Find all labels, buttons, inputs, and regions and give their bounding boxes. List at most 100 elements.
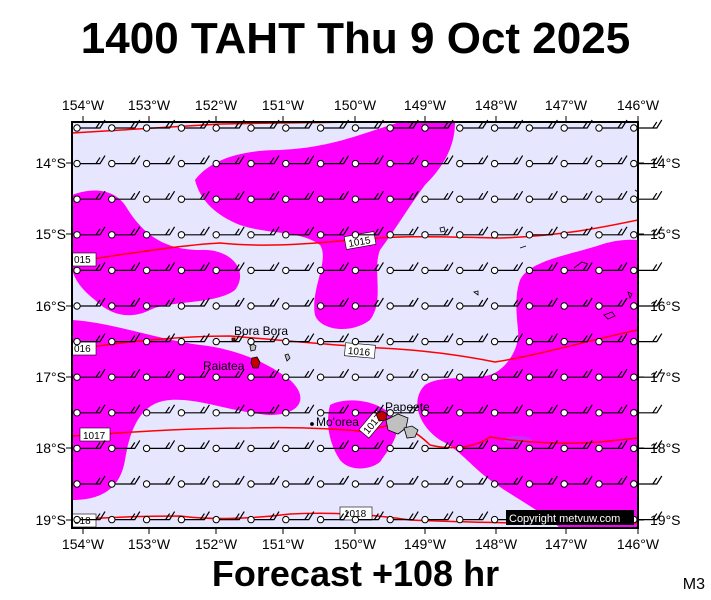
model-label: M3 xyxy=(682,576,705,593)
longitude-labels-top: 154°W 153°W 152°W 151°W 150°W 149°W 148°W 147°W… xyxy=(62,97,660,113)
wind-barb-icon xyxy=(247,155,280,168)
wind-barb-icon xyxy=(386,333,419,346)
longitude-label: 154°W xyxy=(62,97,105,113)
latitude-label: 17°S xyxy=(650,369,681,385)
latitude-label: 16°S xyxy=(35,298,66,314)
wind-barb-icon xyxy=(282,190,315,203)
wind-barb-icon xyxy=(421,226,454,239)
wind-barb-icon xyxy=(595,262,628,275)
wind-barb-icon xyxy=(282,155,315,168)
island-tetiaroa xyxy=(439,226,446,233)
latitude-label: 17°S xyxy=(35,369,66,385)
isobar-label: 018 xyxy=(74,516,91,527)
wind-barb-icon xyxy=(108,262,141,275)
island-moorea xyxy=(375,410,388,422)
wind-barb-icon xyxy=(595,297,628,310)
wind-barb-icon xyxy=(282,440,315,453)
longitude-label: 148°W xyxy=(475,97,518,113)
wind-barb-icon xyxy=(142,368,176,381)
wind-barb-icon xyxy=(316,262,350,275)
wind-barb-icon xyxy=(456,297,489,310)
longitude-label: 147°W xyxy=(545,536,588,552)
wind-barb-icon xyxy=(421,511,454,524)
wind-barb-icon xyxy=(177,155,210,168)
wind-barb-icon xyxy=(386,511,419,524)
wind-barb-icon xyxy=(316,511,350,524)
wind-barb-icon xyxy=(595,475,628,488)
latitude-label: 14°S xyxy=(650,155,681,171)
wind-barb-icon xyxy=(73,511,106,524)
atoll-tuamotu-1 xyxy=(473,290,479,296)
wind-barb-icon xyxy=(142,440,176,453)
wind-barb-icon xyxy=(386,404,419,417)
wind-barb-icon xyxy=(73,404,106,417)
wind-barb-icon xyxy=(73,262,106,275)
wind-barb-icon xyxy=(247,440,280,453)
longitude-label: 149°W xyxy=(404,536,447,552)
wind-barb-icon xyxy=(212,155,245,168)
wind-barb-icon xyxy=(316,190,350,203)
wind-barb-icon xyxy=(247,262,280,275)
isobar-label: 1016 xyxy=(347,346,371,359)
wind-barb-icon xyxy=(247,475,280,488)
wind-barb-icon xyxy=(525,226,558,239)
wind-barb-icon xyxy=(212,262,245,275)
wind-barb-icon xyxy=(351,368,384,381)
wind-barb-icon xyxy=(351,475,384,488)
wind-barb-icon xyxy=(490,440,524,453)
wind-barb-icon xyxy=(421,262,454,275)
forecast-label: Forecast +108 hr xyxy=(211,553,500,594)
wind-barb-icon xyxy=(282,368,315,381)
wind-barb-icon xyxy=(142,404,176,417)
wind-barb-icon xyxy=(421,155,454,168)
isobar-label: 015 xyxy=(74,255,91,266)
wind-barb-icon xyxy=(456,511,489,524)
isobar-1016 xyxy=(72,329,638,363)
wind-barb-icon xyxy=(177,368,210,381)
wind-barb-icon xyxy=(73,155,106,168)
isobar-label: 1017 xyxy=(83,431,106,442)
wind-barb-icon xyxy=(212,368,245,381)
isobar-label: 1018 xyxy=(344,509,367,520)
wind-barb-icon xyxy=(177,190,210,203)
isobar-label: 1015 xyxy=(348,235,372,250)
wind-barb-icon xyxy=(525,404,558,417)
wind-barb-icon xyxy=(456,262,489,275)
wind-barb-icon xyxy=(386,226,419,239)
wind-barb-icon xyxy=(108,475,141,488)
wind-barb-icon xyxy=(108,511,141,524)
latitude-label: 18°S xyxy=(35,440,66,456)
wind-barb-icon xyxy=(456,368,489,381)
isobar-1017 xyxy=(72,424,638,449)
rain-area-east xyxy=(417,239,638,528)
longitude-label: 153°W xyxy=(128,97,171,113)
wind-barb-icon xyxy=(525,262,558,275)
latitude-label: 19°S xyxy=(35,512,66,528)
wind-barb-icon xyxy=(108,226,141,239)
atoll-tuamotu-2 xyxy=(603,311,616,320)
wind-barb-icon xyxy=(282,226,315,239)
wind-barb-icon xyxy=(73,119,106,132)
wind-barb-icon xyxy=(142,475,176,488)
latitude-label: 14°S xyxy=(35,155,66,171)
isobar-label: 016 xyxy=(74,344,91,355)
wind-barb-icon xyxy=(316,155,350,168)
wind-barb-icon xyxy=(351,297,384,310)
latitude-label: 19°S xyxy=(650,512,681,528)
wind-barb-icon xyxy=(177,297,210,310)
wind-barb-icon xyxy=(316,333,350,346)
wind-barb-icon xyxy=(560,475,593,488)
wind-barb-icon xyxy=(247,404,280,417)
wind-barb-icon xyxy=(421,475,454,488)
longitude-label: 151°W xyxy=(262,97,305,113)
wind-barb-icon xyxy=(560,190,593,203)
atoll-tuamotu-3 xyxy=(519,245,527,249)
island-tupai xyxy=(231,337,236,342)
wind-barb-icon xyxy=(490,226,524,239)
place-label-moorea: Mo'orea xyxy=(316,415,359,429)
map-title: 1400 TAHT Thu 9 Oct 2025 xyxy=(80,14,631,63)
wind-barb-icon xyxy=(630,190,663,203)
wind-barb-icon xyxy=(421,333,454,346)
islands xyxy=(231,189,639,439)
